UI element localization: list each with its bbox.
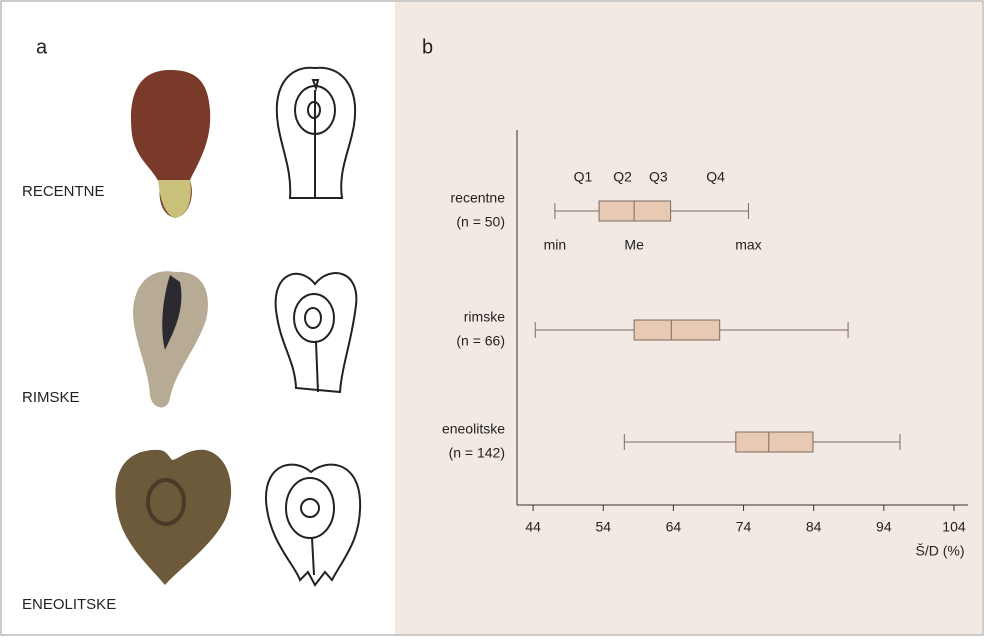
category-label: recentne: [451, 190, 506, 206]
x-axis-label: Š/D (%): [916, 543, 965, 559]
sample-label: (n = 142): [449, 445, 505, 461]
quartile-label: Q4: [706, 169, 725, 185]
panel-label: a: [36, 36, 48, 58]
quartile-label: Q1: [574, 169, 593, 185]
seed-drawings: [264, 66, 362, 587]
category-label: rimske: [464, 309, 505, 325]
category-label: eneolitske: [442, 421, 505, 437]
panel-b-bg: [395, 2, 982, 634]
quartile-label: Q3: [649, 169, 668, 185]
x-tick-label: 64: [666, 519, 682, 535]
x-tick-label: 74: [736, 519, 752, 535]
point-label: min: [544, 237, 567, 253]
row-label: RIMSKE: [22, 389, 80, 406]
point-label: Me: [624, 237, 644, 253]
x-tick-label: 84: [806, 519, 822, 535]
x-tick-label: 104: [942, 519, 966, 535]
sample-label: (n = 66): [456, 333, 505, 349]
box: [735, 431, 814, 453]
seed-photos: [115, 70, 232, 585]
box: [598, 200, 672, 222]
x-tick-label: 54: [595, 519, 611, 535]
x-tick-label: 94: [876, 519, 892, 535]
box: [633, 319, 721, 341]
sample-label: (n = 50): [456, 214, 505, 230]
panel-label: b: [422, 36, 433, 58]
row-label: ENEOLITSKE: [22, 596, 116, 613]
point-label: max: [735, 237, 761, 253]
row-label: RECENTNE: [22, 183, 105, 200]
quartile-label: Q2: [613, 169, 632, 185]
x-tick-label: 44: [525, 519, 541, 535]
